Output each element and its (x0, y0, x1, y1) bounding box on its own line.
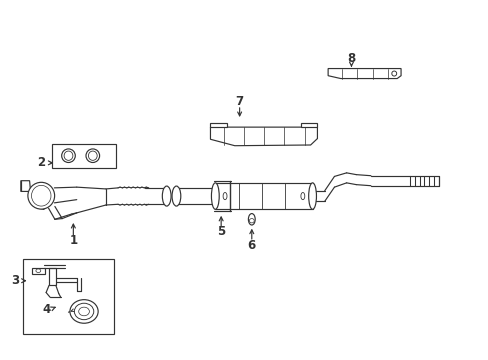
Ellipse shape (162, 186, 171, 206)
Ellipse shape (70, 300, 98, 323)
Ellipse shape (31, 185, 51, 206)
Ellipse shape (74, 303, 94, 320)
Ellipse shape (223, 193, 226, 200)
Polygon shape (210, 123, 226, 127)
Polygon shape (327, 68, 400, 78)
Text: 5: 5 (217, 225, 225, 238)
Text: 3: 3 (11, 274, 19, 287)
Polygon shape (210, 127, 317, 146)
Text: 8: 8 (346, 52, 355, 65)
Text: 1: 1 (69, 234, 77, 247)
Ellipse shape (61, 149, 75, 162)
Polygon shape (31, 268, 45, 274)
Ellipse shape (300, 193, 304, 200)
Ellipse shape (248, 213, 255, 225)
Bar (52, 144, 116, 168)
Ellipse shape (88, 151, 97, 160)
Ellipse shape (79, 307, 89, 316)
Text: 2: 2 (37, 156, 45, 169)
Polygon shape (215, 183, 312, 209)
Ellipse shape (211, 183, 219, 209)
Ellipse shape (249, 219, 254, 223)
Ellipse shape (36, 269, 41, 273)
Ellipse shape (64, 151, 73, 160)
Ellipse shape (391, 71, 396, 76)
Ellipse shape (28, 182, 55, 209)
Text: 6: 6 (247, 239, 255, 252)
Bar (23, 258, 114, 334)
Ellipse shape (86, 149, 100, 162)
Polygon shape (49, 268, 56, 285)
Ellipse shape (308, 183, 316, 209)
Polygon shape (300, 123, 317, 127)
Text: 7: 7 (235, 95, 243, 108)
Polygon shape (21, 181, 30, 192)
Text: 4: 4 (42, 303, 50, 316)
Ellipse shape (172, 186, 181, 206)
